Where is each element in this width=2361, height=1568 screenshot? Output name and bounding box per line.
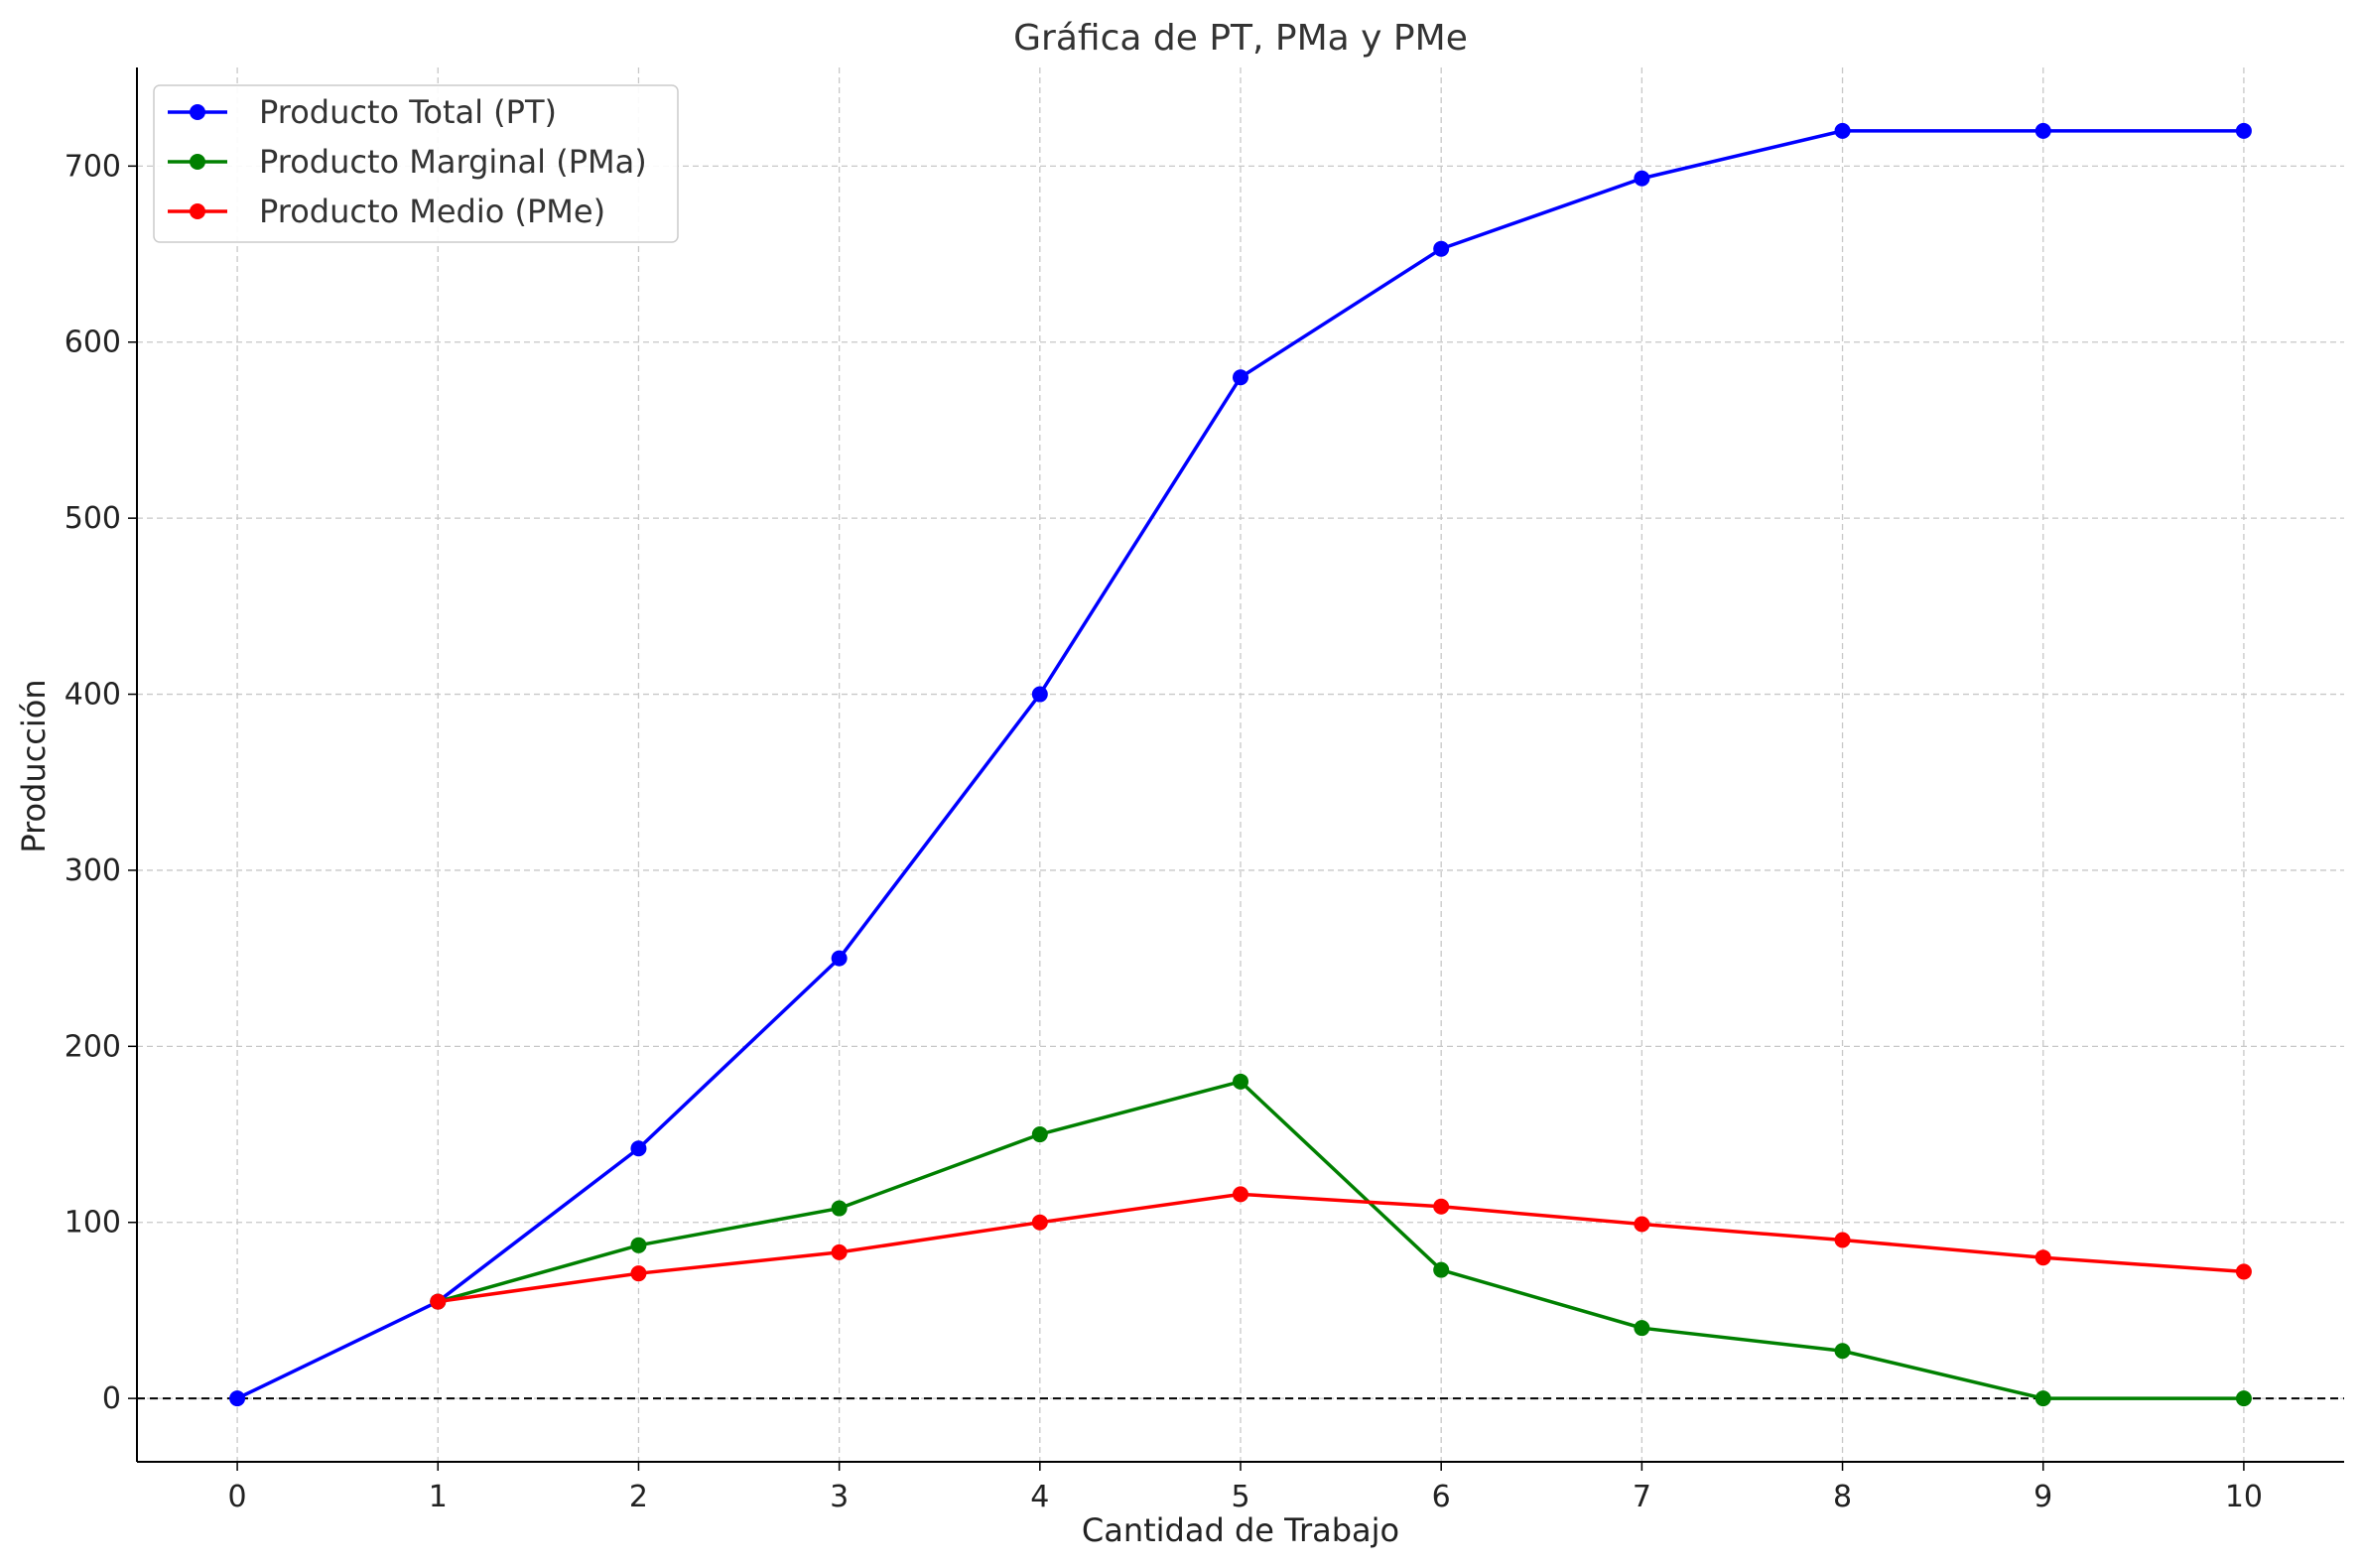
legend-label-producto-medio-pme: Producto Medio (PMe) bbox=[259, 193, 605, 230]
y-tick-label: 100 bbox=[65, 1206, 121, 1241]
data-point-producto-total-pt bbox=[831, 950, 848, 967]
y-tick-label: 400 bbox=[65, 678, 121, 713]
data-point-producto-medio-pme bbox=[630, 1265, 647, 1282]
data-point-producto-marginal-pma bbox=[2034, 1390, 2051, 1407]
data-point-producto-medio-pme bbox=[2235, 1263, 2252, 1280]
x-tick-label: 9 bbox=[2033, 1480, 2052, 1514]
series-group bbox=[229, 122, 2252, 1407]
x-tick-label: 8 bbox=[1833, 1480, 1852, 1514]
x-tick-label: 3 bbox=[830, 1480, 849, 1514]
y-tick-label: 200 bbox=[65, 1029, 121, 1064]
data-point-producto-marginal-pma bbox=[1031, 1126, 1048, 1143]
data-point-producto-total-pt bbox=[1834, 122, 1851, 139]
data-point-producto-medio-pme bbox=[1634, 1216, 1650, 1233]
data-point-producto-marginal-pma bbox=[1634, 1320, 1650, 1337]
data-point-producto-medio-pme bbox=[1834, 1232, 1851, 1248]
data-point-producto-total-pt bbox=[229, 1390, 246, 1407]
legend: Producto Total (PT) Producto Marginal (PM… bbox=[153, 84, 679, 243]
data-point-producto-marginal-pma bbox=[1834, 1343, 1851, 1360]
data-point-producto-marginal-pma bbox=[2235, 1390, 2252, 1407]
grid-lines bbox=[137, 67, 2344, 1462]
x-tick-label: 6 bbox=[1432, 1480, 1451, 1514]
data-point-producto-medio-pme bbox=[430, 1293, 447, 1310]
data-point-producto-total-pt bbox=[630, 1140, 647, 1157]
x-tick-label: 5 bbox=[1231, 1480, 1249, 1514]
y-tick-label: 500 bbox=[65, 501, 121, 536]
series-line-producto-marginal-pma bbox=[437, 1080, 2244, 1400]
legend-label-producto-total-pt: Producto Total (PT) bbox=[259, 93, 557, 131]
legend-marker-producto-marginal-pma bbox=[190, 154, 205, 170]
x-tick-label: 7 bbox=[1633, 1480, 1651, 1514]
data-point-producto-total-pt bbox=[1634, 170, 1650, 187]
data-point-producto-medio-pme bbox=[2034, 1249, 2051, 1266]
legend-marker-producto-total-pt bbox=[190, 104, 205, 120]
legend-box bbox=[153, 84, 679, 243]
data-point-producto-total-pt bbox=[1233, 369, 1248, 386]
x-tick-label: 0 bbox=[228, 1480, 247, 1514]
series-producto-medio-pme bbox=[430, 1186, 2252, 1310]
series-line-producto-medio-pme bbox=[438, 1192, 2245, 1304]
data-point-producto-marginal-pma bbox=[831, 1200, 848, 1217]
y-axis-label: Producción bbox=[15, 679, 53, 852]
data-point-producto-total-pt bbox=[2034, 122, 2051, 139]
legend-label-producto-marginal-pma: Producto Marginal (PMa) bbox=[259, 143, 647, 181]
data-point-producto-marginal-pma bbox=[1233, 1073, 1248, 1090]
x-tick-label: 4 bbox=[1030, 1480, 1049, 1514]
data-point-producto-total-pt bbox=[2235, 122, 2252, 139]
axes bbox=[128, 67, 2344, 1471]
data-point-producto-marginal-pma bbox=[1433, 1261, 1450, 1278]
x-tick-label: 10 bbox=[2225, 1480, 2263, 1514]
data-point-producto-medio-pme bbox=[1031, 1214, 1048, 1231]
data-point-producto-total-pt bbox=[1433, 240, 1450, 257]
data-point-producto-total-pt bbox=[1031, 686, 1048, 703]
data-point-producto-medio-pme bbox=[831, 1243, 848, 1260]
chart-title: Gráfica de PT, PMa y PMe bbox=[1013, 18, 1468, 59]
series-producto-marginal-pma bbox=[430, 1073, 2252, 1407]
x-tick-label: 1 bbox=[429, 1480, 448, 1514]
y-tick-label: 0 bbox=[102, 1381, 121, 1416]
data-point-producto-medio-pme bbox=[1433, 1198, 1450, 1215]
y-tick-label: 700 bbox=[65, 149, 121, 184]
data-point-producto-marginal-pma bbox=[630, 1237, 647, 1253]
y-tick-label: 300 bbox=[65, 853, 121, 888]
x-axis-label: Cantidad de Trabajo bbox=[1082, 1511, 1399, 1549]
legend-marker-producto-medio-pme bbox=[190, 203, 205, 219]
data-point-producto-medio-pme bbox=[1233, 1186, 1248, 1203]
y-tick-label: 600 bbox=[65, 326, 121, 360]
x-tick-label: 2 bbox=[629, 1480, 648, 1514]
